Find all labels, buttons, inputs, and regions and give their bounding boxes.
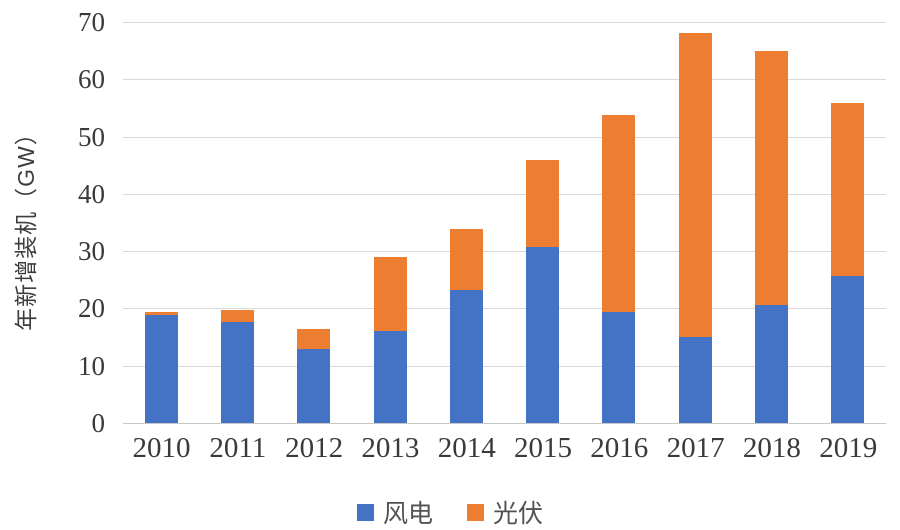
- bar-segment-风电-2012: [297, 349, 331, 423]
- y-tick-label-20: 20: [78, 293, 105, 324]
- bar-group-2010: [144, 311, 178, 423]
- bar-segment-光伏-2018: [755, 51, 789, 305]
- x-tick-label-2016: 2016: [590, 432, 649, 464]
- bar-segment-光伏-2011: [220, 310, 254, 323]
- x-tick-label-2018: 2018: [742, 432, 801, 464]
- bar-group-2011: [220, 310, 254, 423]
- bar-segment-风电-2018: [755, 305, 789, 423]
- y-tick-label-70: 70: [78, 7, 105, 37]
- x-tick-label-2017: 2017: [666, 432, 725, 464]
- legend-label: 光伏: [493, 500, 544, 528]
- legend-item-风电: 风电: [356, 494, 433, 530]
- bar-group-2014: [449, 229, 483, 423]
- gridline-30: [123, 251, 886, 253]
- x-tick-label-2019: 2019: [819, 432, 878, 464]
- bar-segment-光伏-2014: [449, 229, 483, 291]
- gridline-0: [123, 423, 886, 424]
- gridline-50: [123, 136, 886, 138]
- bar-group-2018: [755, 51, 789, 423]
- bar-segment-风电-2010: [144, 314, 178, 423]
- bar-segment-光伏-2012: [297, 328, 331, 350]
- x-tick-label-2013: 2013: [361, 432, 420, 464]
- bar-segment-光伏-2017: [678, 32, 712, 338]
- x-tick-label-2011: 2011: [209, 432, 267, 464]
- y-tick-label-60: 60: [78, 64, 105, 95]
- bar-segment-光伏-2016: [602, 114, 636, 313]
- bar-group-2013: [373, 256, 407, 423]
- gridline-70: [123, 22, 886, 23]
- bar-segment-风电-2011: [220, 322, 254, 423]
- x-tick-label-2015: 2015: [514, 432, 572, 464]
- bar-group-2019: [831, 103, 865, 423]
- bar-segment-光伏-2010: [144, 311, 178, 315]
- bar-segment-光伏-2015: [526, 160, 560, 247]
- y-tick-label-30: 30: [78, 236, 105, 267]
- gridline-10: [123, 365, 886, 367]
- bar-segment-风电-2015: [526, 246, 560, 423]
- legend-swatch-icon: [356, 503, 374, 521]
- bar-segment-光伏-2013: [373, 256, 407, 331]
- x-tick-label-2012: 2012: [285, 432, 344, 464]
- gridline-60: [123, 79, 886, 81]
- legend-item-光伏: 光伏: [467, 494, 543, 530]
- bar-segment-光伏-2019: [831, 103, 865, 276]
- x-tick-label-2014: 2014: [437, 432, 496, 464]
- bar-segment-风电-2013: [373, 330, 407, 423]
- bar-group-2015: [526, 160, 560, 423]
- plot-area: [123, 22, 886, 424]
- y-tick-label-10: 10: [78, 350, 105, 381]
- gridline-20: [123, 308, 886, 310]
- legend-label: 风电: [382, 500, 433, 528]
- bar-group-2017: [678, 32, 712, 423]
- x-tick-label-2010: 2010: [132, 432, 191, 464]
- y-tick-label-0: 0: [91, 408, 106, 438]
- bar-segment-风电-2019: [831, 275, 865, 423]
- bar-segment-风电-2014: [449, 290, 483, 423]
- bar-segment-风电-2017: [678, 337, 712, 423]
- bar-group-2012: [297, 328, 331, 423]
- y-tick-label-50: 50: [78, 121, 105, 152]
- legend: 风电 光伏: [0, 494, 900, 530]
- bar-segment-风电-2016: [602, 312, 636, 423]
- y-tick-label-40: 40: [78, 178, 105, 209]
- gridline-40: [123, 193, 886, 195]
- legend-swatch-icon: [467, 503, 484, 521]
- bar-group-2016: [602, 114, 636, 423]
